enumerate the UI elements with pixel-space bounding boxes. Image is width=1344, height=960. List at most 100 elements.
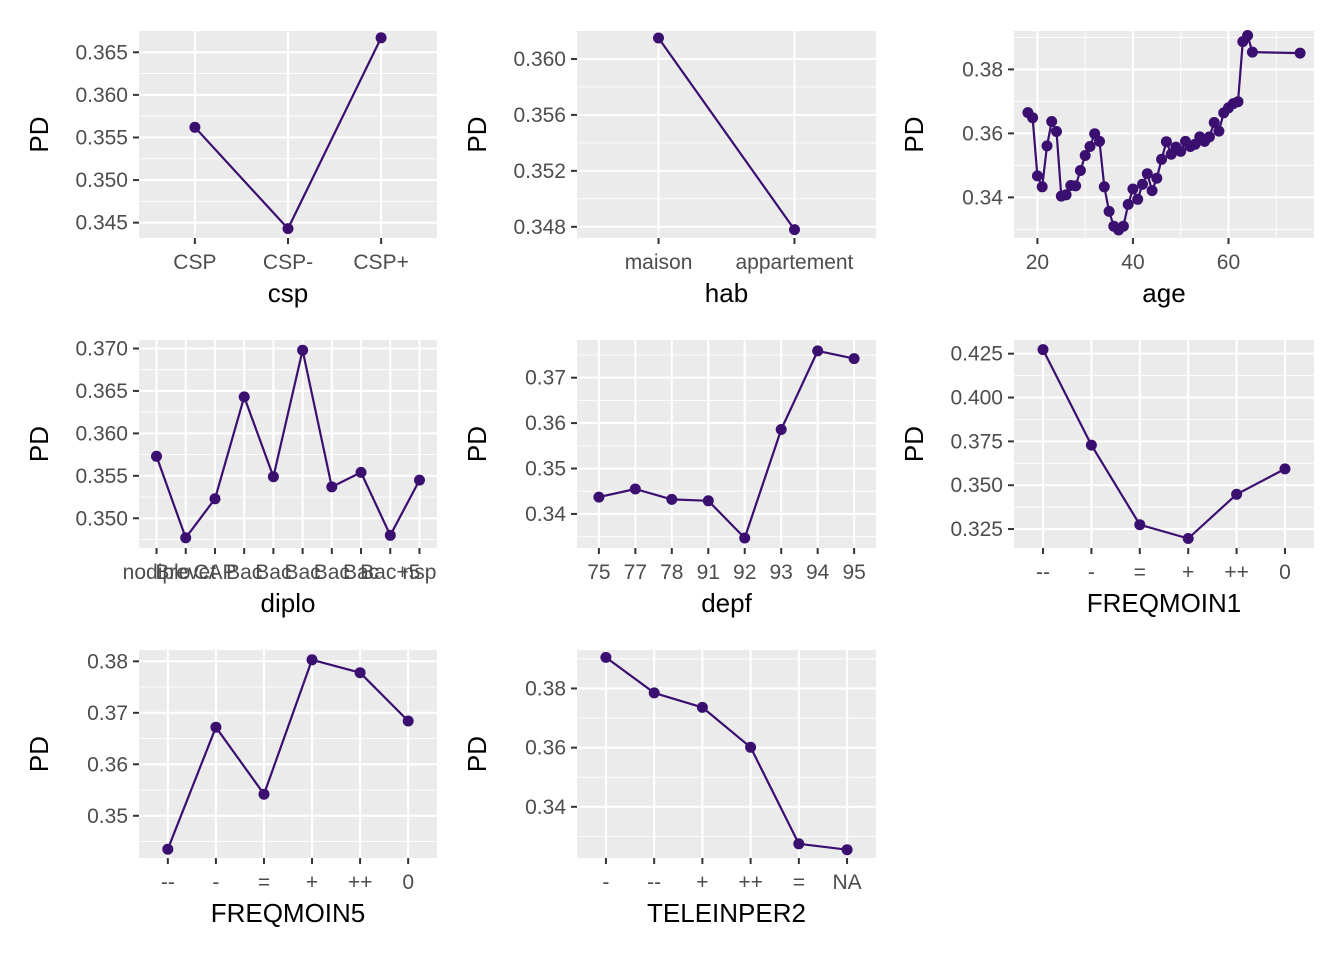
series-line <box>155 349 421 539</box>
data-point <box>1160 136 1172 148</box>
y-tick-label: 0.370 <box>75 337 128 360</box>
data-point <box>189 121 201 133</box>
y-axis-title: PD <box>899 426 929 462</box>
data-point <box>1060 189 1072 201</box>
x-tick-label: appartement <box>735 251 853 274</box>
data-point <box>1151 172 1163 184</box>
x-tick-label: Bac <box>285 561 321 584</box>
data-point <box>1103 205 1115 217</box>
x-tick-label: Bac <box>314 561 350 584</box>
data-point <box>1041 140 1053 152</box>
y-tick-label: 0.36 <box>525 737 566 760</box>
x-tick-label: + <box>696 871 708 894</box>
x-tick-label: 77 <box>624 561 647 584</box>
x-tick-label: ++ <box>348 871 373 894</box>
data-point <box>1175 145 1187 157</box>
data-point <box>1137 178 1148 190</box>
data-point <box>1213 125 1225 137</box>
y-tick-label: 0.365 <box>75 41 128 64</box>
y-tick-label: 0.36 <box>525 412 566 435</box>
x-tick-label: = <box>1134 561 1146 584</box>
data-point <box>1051 126 1062 137</box>
data-point <box>702 495 714 507</box>
data-point <box>1141 168 1153 180</box>
y-tick-label: 0.360 <box>75 84 128 107</box>
x-tick-label: - <box>602 871 609 894</box>
x-tick-label: CSP+ <box>353 251 408 274</box>
y-tick-label: 0.360 <box>75 422 128 445</box>
y-tick-label: 0.350 <box>950 474 1003 497</box>
y-axis-title: PD <box>462 426 492 462</box>
y-tick-label: 0.36 <box>87 753 128 776</box>
data-point <box>1037 344 1049 356</box>
data-point <box>812 345 824 357</box>
data-point <box>1122 198 1134 210</box>
panel-background <box>577 650 876 858</box>
data-point <box>1279 463 1291 475</box>
data-point <box>258 788 270 800</box>
x-axis-title: age <box>1142 278 1185 308</box>
data-point <box>696 701 708 713</box>
x-axis-title: FREQMOIN5 <box>211 898 366 928</box>
data-point <box>1246 46 1258 58</box>
x-axis-title: TELEINPER2 <box>647 898 806 928</box>
x-tick-label: 0 <box>1279 561 1291 584</box>
y-tick-label: 0.355 <box>75 465 128 488</box>
y-tick-label: 0.348 <box>513 216 566 239</box>
data-point <box>1046 116 1058 127</box>
data-point <box>775 424 787 435</box>
data-point <box>355 466 367 478</box>
data-point <box>1084 141 1096 152</box>
series-line <box>598 349 855 540</box>
x-tick-label: nodiplo <box>123 561 191 584</box>
y-tick-label: 0.37 <box>87 702 128 725</box>
y-tick-label: 0.350 <box>75 507 128 530</box>
y-tick-label: 0.365 <box>75 380 128 403</box>
y-tick-label: 0.352 <box>513 160 566 183</box>
panel-background <box>1014 340 1314 548</box>
panel-background <box>1014 31 1314 238</box>
x-tick-label: ++ <box>1224 561 1249 584</box>
data-point <box>1182 533 1194 544</box>
x-tick-label: 78 <box>660 561 683 584</box>
data-point <box>297 344 309 356</box>
x-tick-label: Bac+5 <box>360 561 420 584</box>
x-tick-label: ++ <box>738 871 763 894</box>
x-tick-label: -- <box>647 871 661 894</box>
x-tick-label: = <box>258 871 270 894</box>
data-point <box>1079 150 1091 161</box>
y-tick-label: 0.35 <box>87 805 128 828</box>
y-axis-title: PD <box>24 736 54 772</box>
x-tick-label: 0 <box>402 871 414 894</box>
data-point <box>375 32 387 44</box>
x-tick-label: 95 <box>842 561 865 584</box>
x-tick-label: CAP <box>193 561 236 584</box>
y-tick-label: 0.325 <box>950 518 1003 541</box>
data-point <box>789 224 800 236</box>
x-tick-label: - <box>1088 561 1095 584</box>
y-axis-title: PD <box>462 116 492 152</box>
data-point <box>402 715 414 727</box>
y-tick-label: 0.375 <box>950 430 1003 453</box>
y-tick-label: 0.34 <box>525 503 566 526</box>
x-axis-title: depf <box>701 588 752 618</box>
x-tick-label: Brevet <box>155 561 216 584</box>
data-point <box>1132 193 1144 205</box>
data-point <box>180 532 192 544</box>
y-axis-title: PD <box>24 426 54 462</box>
data-point <box>1027 112 1039 124</box>
panel-5: 0.34 0.35 0.36 0.37 75 77 78 91 92 93 94 95 depf PD <box>462 340 876 618</box>
y-tick-label: 0.360 <box>513 48 566 71</box>
data-point <box>209 493 221 505</box>
data-point <box>1294 47 1306 59</box>
y-axis-title: PD <box>462 736 492 772</box>
data-point <box>282 223 294 235</box>
x-tick-label: = <box>793 871 805 894</box>
data-point <box>648 687 660 699</box>
data-point <box>1098 181 1110 193</box>
data-point <box>1208 117 1220 128</box>
panel-background <box>139 650 437 858</box>
